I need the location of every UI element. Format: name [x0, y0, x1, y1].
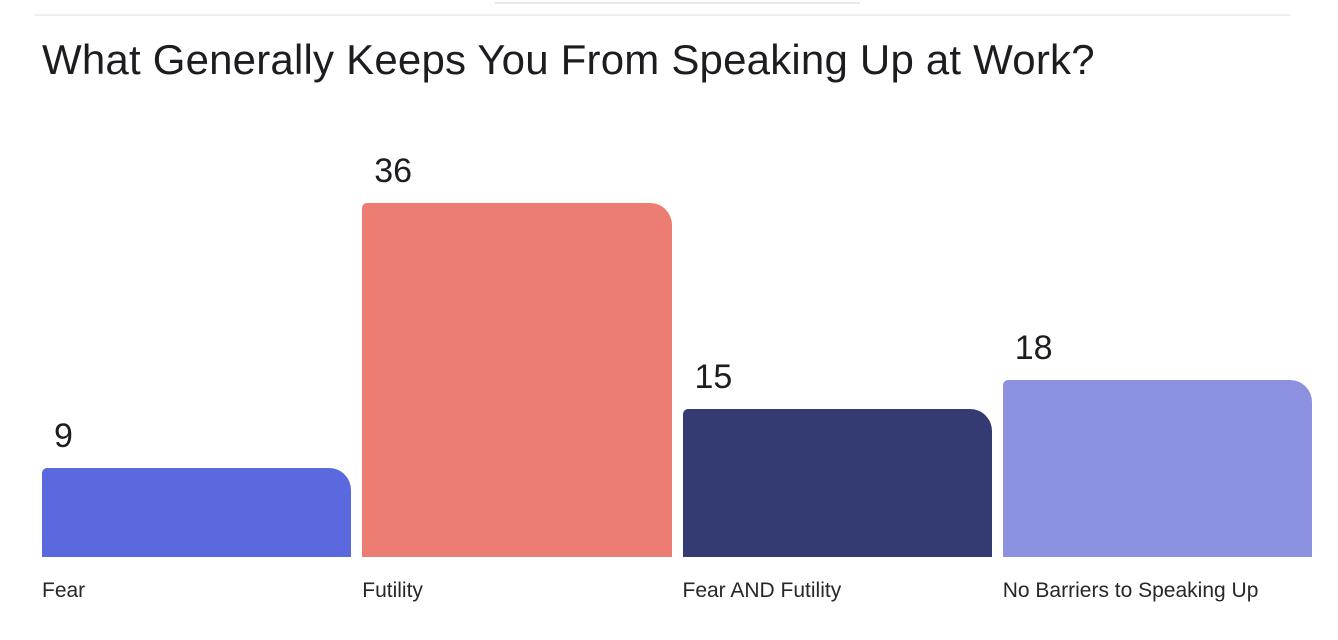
bar-chart: 9 Fear 36 Futility 15 Fear AND Futility 18 No B…: [42, 150, 1312, 602]
bar-group: 9 Fear: [42, 150, 352, 602]
bar-group: 36 Futility: [362, 150, 672, 602]
bar-value-label: 18: [1014, 329, 1053, 367]
bar[interactable]: [1002, 380, 1312, 557]
bar-category-label: Fear: [42, 579, 86, 602]
bar[interactable]: [682, 409, 992, 557]
bar[interactable]: [362, 203, 672, 557]
top-edge-line: [495, 2, 860, 4]
bar-value-label: 15: [694, 358, 733, 396]
bar-category-label: Fear AND Futility: [682, 579, 842, 602]
bar-group: 18 No Barriers to Speaking Up: [1002, 150, 1312, 602]
bar-group: 15 Fear AND Futility: [682, 150, 992, 602]
bar-category-label: No Barriers to Speaking Up: [1002, 579, 1259, 602]
header-divider: [34, 14, 1290, 16]
bar-value-label: 36: [374, 152, 413, 190]
bar[interactable]: [42, 468, 352, 557]
bar-category-label: Futility: [362, 579, 423, 602]
chart-title: What Generally Keeps You From Speaking U…: [42, 36, 1095, 83]
bar-value-label: 9: [54, 417, 73, 455]
